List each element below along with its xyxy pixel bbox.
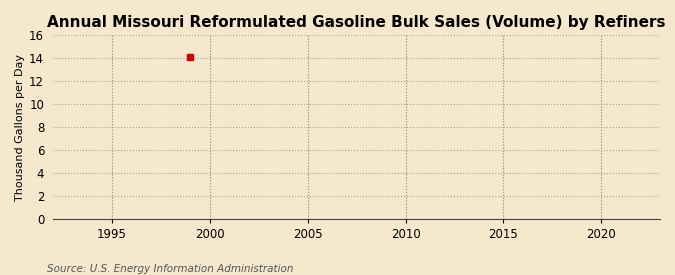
Title: Annual Missouri Reformulated Gasoline Bulk Sales (Volume) by Refiners: Annual Missouri Reformulated Gasoline Bu… <box>47 15 666 30</box>
Y-axis label: Thousand Gallons per Day: Thousand Gallons per Day <box>15 54 25 200</box>
Text: Source: U.S. Energy Information Administration: Source: U.S. Energy Information Administ… <box>47 264 294 274</box>
